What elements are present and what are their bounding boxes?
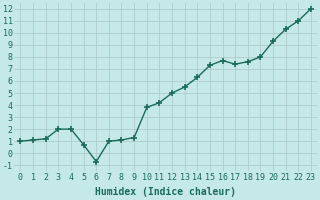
X-axis label: Humidex (Indice chaleur): Humidex (Indice chaleur) xyxy=(95,187,236,197)
